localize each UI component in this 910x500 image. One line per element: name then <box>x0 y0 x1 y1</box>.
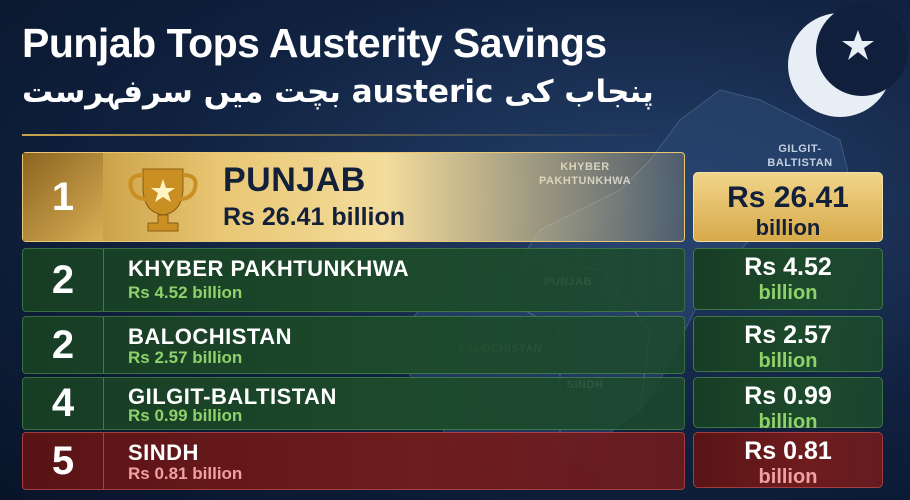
region-name: KHYBER PAKHTUNKHWA <box>128 256 410 282</box>
region-amount: Rs 0.99 billion <box>128 406 243 426</box>
region-amount: Rs 26.41 billion <box>223 203 406 231</box>
rank-number: 2 <box>23 249 104 311</box>
box-unit: billion <box>755 215 821 240</box>
title: Punjab Tops Austerity Savings <box>22 20 607 66</box>
region-amount: Rs 0.81 billion <box>128 463 243 483</box>
map-label: GILGIT- <box>778 143 821 155</box>
divider <box>22 134 662 136</box>
rank-number: 4 <box>23 378 104 429</box>
trophy-icon <box>128 168 198 232</box>
trophy-star <box>151 179 175 202</box>
box-unit: billion <box>758 350 818 372</box>
region-amount: Rs 4.52 billion <box>128 283 243 303</box>
trophy-handles <box>128 173 198 201</box>
region-name: SINDH <box>128 439 199 465</box>
box-amount: Rs 26.41 <box>727 181 849 214</box>
amount-box: Rs 0.99 billion <box>693 377 883 433</box>
region-name: PUNJAB <box>223 161 366 199</box>
box-amount: Rs 2.57 <box>744 321 832 349</box>
rank-row: 4 GILGIT-BALTISTAN Rs 0.99 billion <box>22 377 685 430</box>
rank-number: 2 <box>23 317 104 373</box>
star <box>842 30 874 60</box>
amount-box: Rs 26.41 billion <box>693 172 883 242</box>
box-amount: Rs 0.99 <box>744 382 832 410</box>
rank-row: 1 PUNJAB Rs 26.41 billion <box>22 152 685 242</box>
box-unit: billion <box>758 466 818 488</box>
box-unit: billion <box>758 411 818 433</box>
rank-number: 1 <box>23 153 103 241</box>
amount-box: Rs 2.57 billion <box>693 316 883 372</box>
amount-box: Rs 0.81 billion <box>693 432 883 488</box>
region-amount: Rs 2.57 billion <box>128 347 243 367</box>
map-label: BALTISTAN <box>767 157 832 169</box>
rank-row: 2 KHYBER PAKHTUNKHWA Rs 4.52 billion <box>22 248 685 312</box>
region-name: BALOCHISTAN <box>128 323 292 349</box>
box-unit: billion <box>758 282 818 304</box>
rank-number: 5 <box>23 433 104 489</box>
rank-row: 5 SINDH Rs 0.81 billion <box>22 432 685 490</box>
rank-row: 2 BALOCHISTAN Rs 2.57 billion <box>22 316 685 374</box>
region-name: GILGIT-BALTISTAN <box>128 384 337 410</box>
trophy-cup <box>142 168 184 232</box>
box-amount: Rs 4.52 <box>744 253 832 281</box>
amount-box: Rs 4.52 billion <box>693 248 883 310</box>
subtitle: پنجاب کی austeric بچت میں سرفہرست <box>22 74 654 110</box>
box-amount: Rs 0.81 <box>744 437 832 465</box>
